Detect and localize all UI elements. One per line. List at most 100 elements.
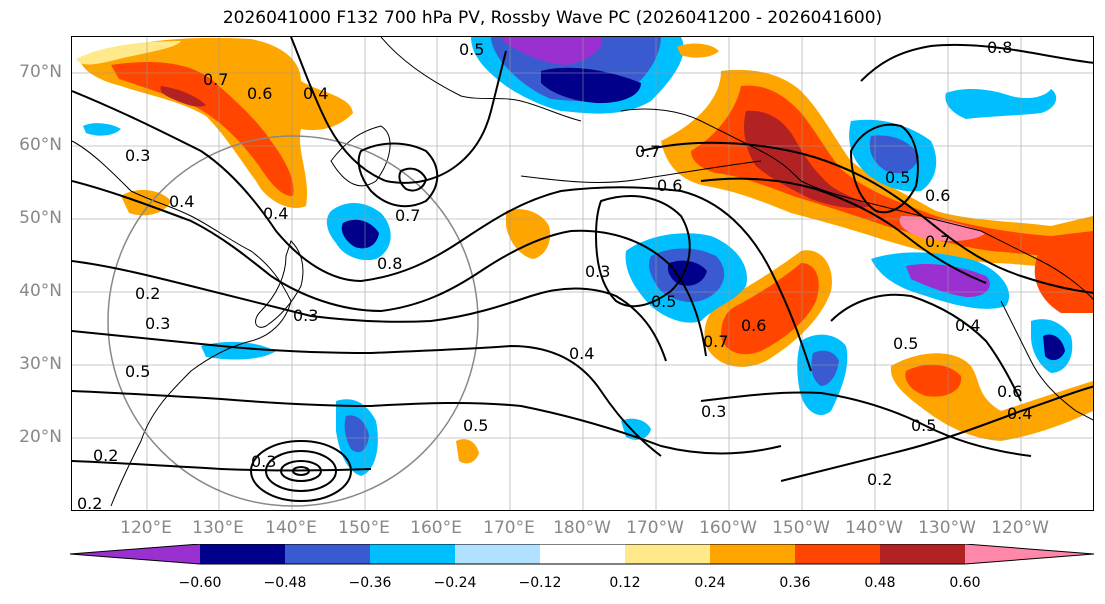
contour-label: 0.2 <box>135 284 160 303</box>
contour-3 <box>72 330 662 457</box>
contour-label: 0.5 <box>893 334 918 353</box>
contour-label: 0.7 <box>925 232 950 251</box>
lat-label-40: 40°N <box>19 281 62 301</box>
fill-cpac-dark <box>667 260 707 286</box>
coastlines <box>72 37 1093 507</box>
contour-label: 0.4 <box>263 204 288 223</box>
fill-nepac-red <box>691 85 1093 257</box>
colorbar-label: 0.36 <box>779 575 811 591</box>
colorbar-swatch <box>285 544 370 564</box>
contour-label: 0.5 <box>885 168 910 187</box>
lon-label-130w: 130°W <box>918 518 976 538</box>
colorbar-swatch <box>540 544 625 564</box>
lon-label-180w: 180°W <box>553 518 611 538</box>
lat-label-20: 20°N <box>19 427 62 447</box>
colorbar-swatch <box>795 544 880 564</box>
contour-label: 0.6 <box>997 382 1022 401</box>
contour-label: 0.3 <box>701 402 726 421</box>
lon-label-160e: 160°E <box>410 518 462 538</box>
lat-label-70: 70°N <box>19 62 62 82</box>
contour-label: 0.4 <box>303 84 328 103</box>
contour-label: 0.4 <box>169 192 194 211</box>
fill-se-red <box>905 364 962 397</box>
lat-label-30: 30°N <box>19 354 62 374</box>
contour-label: 0.6 <box>657 176 682 195</box>
contour-label: 0.5 <box>911 416 936 435</box>
lon-label-120w: 120°W <box>991 518 1049 538</box>
contour-2 <box>72 260 667 362</box>
colorbar-extend-min <box>70 544 200 564</box>
colorbar-label: 0.24 <box>694 575 726 591</box>
contour-label: 0.5 <box>125 362 150 381</box>
colorbar-swatch <box>625 544 710 564</box>
fill-japan-navy <box>341 219 379 249</box>
contour-label: 0.3 <box>293 306 318 325</box>
pv-map-canvas: 0.5 0.8 0.7 0.6 0.4 0.3 0.4 0.4 0.7 0.8 … <box>72 37 1093 510</box>
contour-7 <box>357 142 439 208</box>
fill-ne-blue <box>945 89 1057 119</box>
fill-siberia-darkred <box>160 86 206 107</box>
contour-label: 0.3 <box>585 262 610 281</box>
coast-asia <box>72 140 292 507</box>
coast-namerica-w <box>1000 300 1093 421</box>
colorbar-label: 0.48 <box>864 575 896 591</box>
colorbar-swatch <box>455 544 540 564</box>
contour-labels: 0.5 0.8 0.7 0.6 0.4 0.3 0.4 0.4 0.7 0.8 … <box>77 38 1032 510</box>
coast-japan <box>255 240 304 328</box>
contour-9 <box>594 195 691 308</box>
colorbar-label: 0.60 <box>949 575 981 591</box>
contour-1 <box>72 180 707 357</box>
fill-hawaii-navy <box>811 350 839 386</box>
contour-cyclone-1 <box>250 440 352 502</box>
lat-label-50: 50°N <box>19 208 62 228</box>
colorbar-label: −0.24 <box>433 575 477 591</box>
coast-siberia-north <box>380 37 582 122</box>
colorbar-swatch <box>880 544 965 564</box>
colorbar-label: −0.12 <box>518 575 562 591</box>
lon-label-120e: 120°E <box>120 518 172 538</box>
map-title: 2026041000 F132 700 hPa PV, Rossby Wave … <box>222 8 883 28</box>
colorbar-extend-max <box>965 544 1094 564</box>
contour-label: 0.3 <box>251 452 276 471</box>
lon-label-140w: 140°W <box>845 518 903 538</box>
colorbar-swatch <box>710 544 795 564</box>
contour-label: 0.6 <box>247 84 272 103</box>
contour-14 <box>830 293 1022 402</box>
lon-label-130e: 130°E <box>192 518 244 538</box>
lat-label-60: 60°N <box>19 135 62 155</box>
contour-label: 0.7 <box>703 332 728 351</box>
fill-north-purple <box>501 37 602 65</box>
contour-label: 0.5 <box>651 292 676 311</box>
contour-cyclone-3 <box>280 460 322 482</box>
contour-label: 0.7 <box>395 206 420 225</box>
coast-kamchatka <box>330 125 391 187</box>
lon-label-150w: 150°W <box>772 518 830 538</box>
fill-central-red <box>721 263 819 355</box>
coast-alaska <box>620 108 1093 300</box>
pc-anomaly-fills <box>76 37 1093 476</box>
contour-cyclone-2 <box>265 450 337 492</box>
contour-16 <box>780 385 1093 482</box>
colorbar-label: −0.36 <box>348 575 392 591</box>
lon-label-150e: 150°E <box>338 518 390 538</box>
contour-10 <box>640 141 1093 294</box>
fill-dateline-orange <box>506 209 551 259</box>
fill-south-navy <box>344 415 369 453</box>
lon-label-170w: 170°W <box>626 518 684 538</box>
contour-label: 0.3 <box>125 146 150 165</box>
colorbar-label: −0.60 <box>178 575 222 591</box>
fill-east-navy <box>1043 334 1065 361</box>
colorbar-label: 0.12 <box>609 575 641 591</box>
contour-label: 0.7 <box>203 70 228 89</box>
contour-label: 0.5 <box>463 416 488 435</box>
fill-nw-blue-small <box>83 123 121 136</box>
colorbar-outline <box>70 544 1095 565</box>
colorbar-label: −0.48 <box>263 575 307 591</box>
contour-label: 0.7 <box>635 142 660 161</box>
lon-label-170e: 170°E <box>483 518 535 538</box>
fill-alaska-yellow <box>677 43 719 58</box>
fill-east-red <box>1034 231 1093 313</box>
contour-0 <box>72 90 812 372</box>
colorbar <box>70 544 1095 565</box>
range-circle <box>107 135 479 507</box>
